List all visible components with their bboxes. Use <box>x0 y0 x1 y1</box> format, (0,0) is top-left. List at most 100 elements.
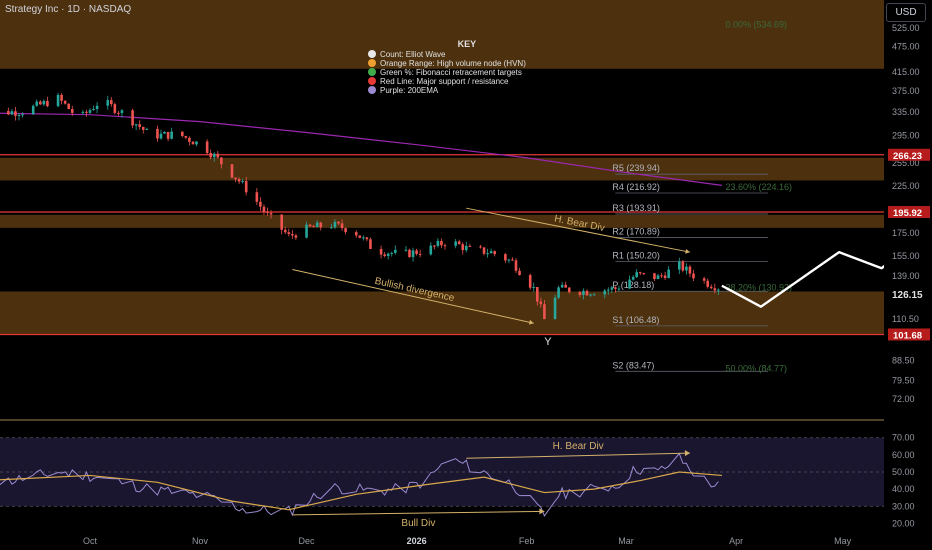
candle <box>688 266 692 274</box>
candle <box>46 100 49 107</box>
candle <box>706 280 709 287</box>
candle <box>603 290 607 295</box>
fib-label: 50.00% (84.77) <box>725 363 787 373</box>
candle <box>14 111 17 116</box>
key-dot-icon <box>368 68 376 76</box>
fib-label: 23.60% (224.16) <box>725 182 792 192</box>
ticker-title: Strategy Inc · 1D · NASDAQ <box>5 4 132 15</box>
candle <box>486 253 489 255</box>
hvn-band <box>0 157 884 181</box>
candle <box>493 251 496 255</box>
y-tick-label: 225.00 <box>892 181 920 191</box>
pivot-label: R3 (193.91) <box>612 203 660 213</box>
key-item-label: Red Line: Major support / resistance <box>380 77 509 86</box>
candle <box>564 284 567 288</box>
candle <box>418 253 422 255</box>
candle <box>280 214 283 230</box>
key-item-label: Orange Range: High volume node (HVN) <box>380 59 526 68</box>
candle <box>507 259 511 261</box>
y-tick-label: 375.00 <box>892 86 920 96</box>
candle <box>354 232 358 236</box>
candle <box>578 292 582 295</box>
candle <box>56 94 60 107</box>
candle <box>482 247 486 254</box>
fib-label: 0.00% (534.69) <box>725 20 787 30</box>
candle <box>344 228 347 233</box>
rsi-divergence-line <box>292 510 545 516</box>
candle <box>653 273 656 280</box>
candle <box>479 246 482 248</box>
candle <box>539 301 543 305</box>
price-badge-label: 266.23 <box>893 151 922 162</box>
candle <box>681 261 685 271</box>
rsi-tick-label: 50.00 <box>892 467 915 477</box>
candle <box>88 110 92 113</box>
candle <box>266 211 269 214</box>
pivot-label: R4 (216.92) <box>612 182 660 192</box>
candle <box>454 241 457 246</box>
rsi-tick-label: 30.00 <box>892 501 915 511</box>
hvn-band <box>0 0 884 69</box>
candle <box>383 254 386 257</box>
candle <box>390 252 394 254</box>
candle <box>188 137 191 142</box>
candle <box>212 153 216 158</box>
candle <box>315 222 319 228</box>
divergence-line <box>466 207 691 253</box>
y-tick-label: 139.00 <box>892 271 920 281</box>
candle <box>156 128 159 139</box>
candle <box>95 105 99 110</box>
candle <box>39 101 42 105</box>
candle <box>241 181 244 183</box>
key-item-label: Count: Elliot Wave <box>380 50 446 59</box>
candle <box>60 94 63 101</box>
candle <box>70 109 74 113</box>
candle <box>312 226 315 228</box>
candle <box>259 201 262 207</box>
candle <box>589 294 592 296</box>
y-tick-label: 175.00 <box>892 228 920 238</box>
price-badge <box>888 328 930 341</box>
hvn-band <box>0 214 884 228</box>
candle <box>404 249 408 251</box>
key-item: Count: Elliot Wave <box>368 50 526 59</box>
candle <box>702 278 706 281</box>
arrow-head-icon <box>539 508 545 515</box>
candle <box>610 287 614 290</box>
candle <box>457 241 461 245</box>
currency-button[interactable]: USD <box>886 3 926 22</box>
candle <box>340 223 344 229</box>
candle <box>411 250 415 258</box>
candle <box>7 110 10 115</box>
key-item: Red Line: Major support / resistance <box>368 77 526 86</box>
candle <box>617 288 621 290</box>
x-tick-label: Oct <box>83 536 98 546</box>
rsi-tick-label: 70.00 <box>892 433 915 443</box>
candle <box>287 232 291 235</box>
candle <box>433 245 436 247</box>
candle <box>92 109 95 111</box>
candle <box>166 131 170 139</box>
candle <box>365 237 369 240</box>
candle <box>436 240 440 246</box>
ema200-line <box>0 112 722 186</box>
candle <box>440 240 443 246</box>
arrow-head-icon <box>685 248 690 254</box>
candle <box>415 250 418 254</box>
y-tick-label: 525.00 <box>892 23 920 33</box>
pivot-label: R2 (170.89) <box>612 227 660 237</box>
candle <box>429 245 433 255</box>
candle <box>582 290 585 295</box>
hvn-band <box>0 291 884 334</box>
candle <box>220 157 223 165</box>
key-item-label: Green %: Fibonacci retracement targets <box>380 68 522 77</box>
candle <box>170 131 173 139</box>
candle <box>628 279 631 289</box>
rsi-divergence-label: Bull Div <box>401 518 435 529</box>
candle <box>255 192 259 202</box>
candle <box>191 141 195 145</box>
candle <box>379 248 383 255</box>
candle <box>408 249 411 258</box>
candle <box>362 237 365 239</box>
